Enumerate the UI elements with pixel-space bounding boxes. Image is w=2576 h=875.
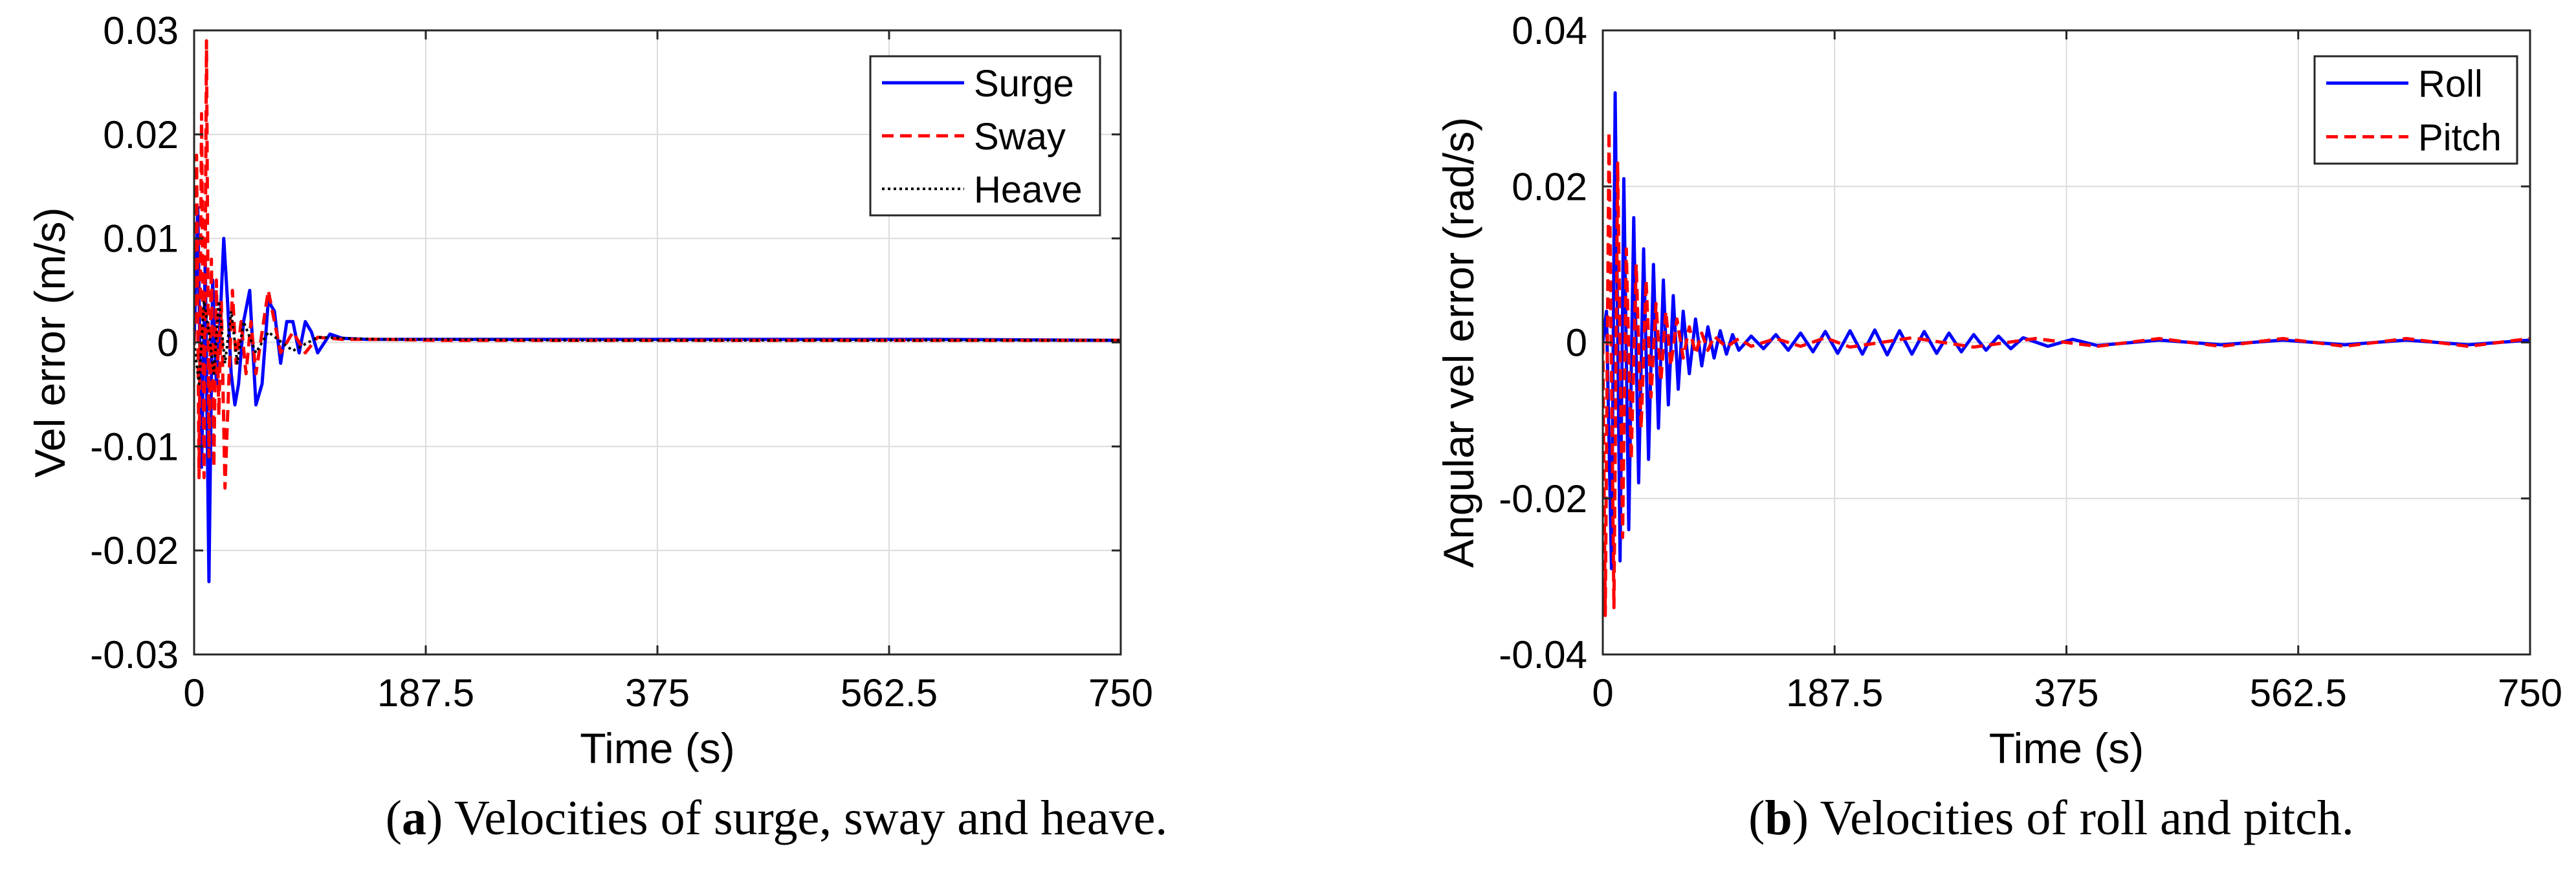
x-tick-label: 375 bbox=[2034, 671, 2098, 715]
legend: Roll Pitch bbox=[2313, 55, 2518, 165]
y-tick-label: 0 bbox=[1566, 321, 1587, 365]
y-tick-label: 0.04 bbox=[1512, 9, 1587, 52]
legend: Surge Sway Heave bbox=[869, 55, 1101, 217]
x-tick-label: 0 bbox=[183, 671, 204, 715]
x-tick-label: 375 bbox=[625, 671, 690, 715]
caption-b: (b) Velocities of roll and pitch. bbox=[1748, 791, 2354, 845]
y-axis-label: Angular vel error (rad/s) bbox=[1435, 117, 1482, 568]
caption-a-text: Velocities of surge, sway and heave. bbox=[454, 791, 1168, 845]
legend-label-roll: Roll bbox=[2418, 63, 2483, 105]
y-tick-label: -0.02 bbox=[1499, 477, 1587, 521]
x-tick-label: 562.5 bbox=[841, 671, 938, 715]
legend-box bbox=[2313, 55, 2518, 165]
x-tick-label: 187.5 bbox=[1786, 671, 1883, 715]
y-tick-label: 0.02 bbox=[103, 113, 179, 157]
x-tick-label: 187.5 bbox=[377, 671, 474, 715]
caption-b-text: Velocities of roll and pitch. bbox=[1820, 791, 2354, 845]
y-tick-label: -0.03 bbox=[90, 633, 179, 676]
caption-a-label: a bbox=[402, 791, 426, 845]
x-axis-label: Time (s) bbox=[1989, 724, 2144, 772]
series-line-sway bbox=[194, 39, 1121, 490]
y-tick-label: 0.02 bbox=[1512, 165, 1587, 208]
y-tick-label: 0 bbox=[157, 321, 179, 365]
chart-a: 0 187.5 375 562.5 750 -0.03 -0.02 -0.01 0 0.01 0.0… bbox=[26, 9, 1153, 772]
legend-label-pitch: Pitch bbox=[2418, 117, 2502, 159]
x-tick-label: 750 bbox=[1088, 671, 1153, 715]
y-tick-label: 0.01 bbox=[103, 217, 179, 261]
legend-label-sway: Sway bbox=[974, 116, 1066, 158]
y-tick-label: -0.04 bbox=[1499, 633, 1587, 676]
chart-b: 0 187.5 375 562.5 750 -0.04 -0.02 0 0.02 0.04 Time… bbox=[1435, 9, 2562, 772]
legend-label-heave: Heave bbox=[974, 169, 1083, 211]
x-tick-label: 0 bbox=[1592, 671, 1613, 715]
caption-b-label: b bbox=[1765, 791, 1792, 845]
series-line-heave bbox=[194, 299, 1121, 385]
x-tick-label: 750 bbox=[2498, 671, 2562, 715]
legend-label-surge: Surge bbox=[974, 63, 1074, 105]
caption-a: (a) Velocities of surge, sway and heave. bbox=[385, 791, 1168, 845]
x-axis-label: Time (s) bbox=[580, 724, 735, 772]
series-line-pitch bbox=[1603, 130, 2530, 618]
x-tick-label: 562.5 bbox=[2250, 671, 2347, 715]
y-axis-label: Vel error (m/s) bbox=[26, 207, 74, 477]
y-tick-label: -0.01 bbox=[90, 425, 179, 468]
y-tick-label: -0.02 bbox=[90, 529, 179, 572]
y-tick-label: 0.03 bbox=[103, 9, 179, 52]
